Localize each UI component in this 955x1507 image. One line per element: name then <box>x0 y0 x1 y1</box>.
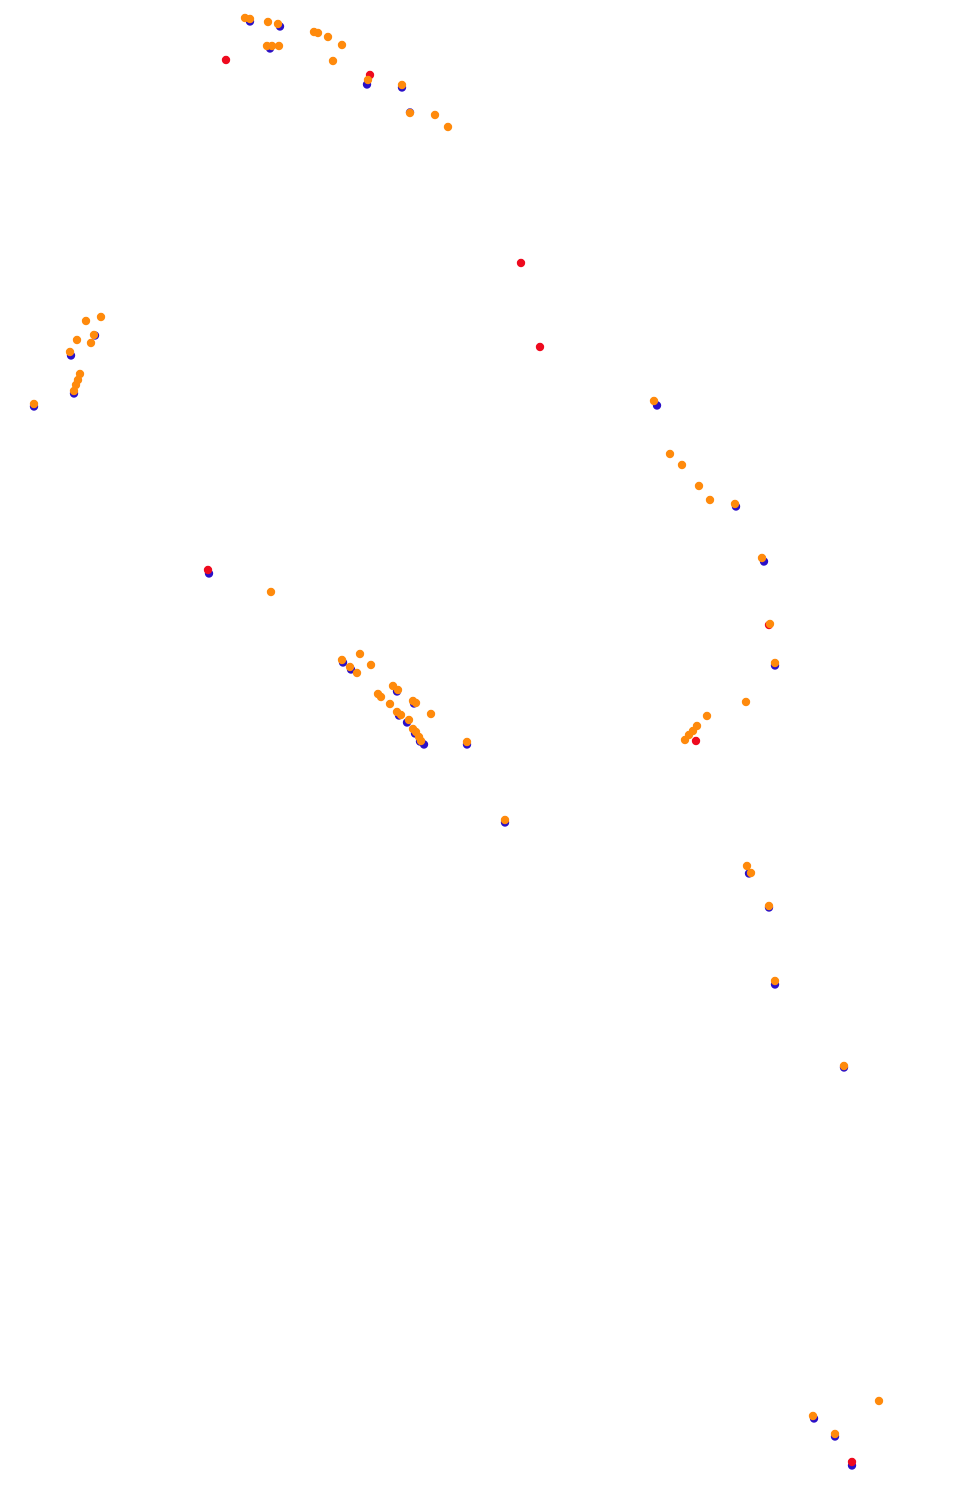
data-point-orange <box>702 711 712 721</box>
data-point-orange <box>677 460 687 470</box>
data-point-orange <box>355 649 365 659</box>
data-point-orange <box>649 396 659 406</box>
data-point-orange <box>839 1061 849 1071</box>
data-point-red <box>516 258 526 268</box>
data-point-orange <box>65 347 75 357</box>
data-point-orange <box>69 386 79 396</box>
data-point-orange <box>411 698 421 708</box>
data-point-orange <box>323 32 333 42</box>
data-point-orange <box>770 976 780 986</box>
data-point-orange <box>396 710 406 720</box>
data-point-orange <box>263 17 273 27</box>
data-point-orange <box>705 495 715 505</box>
data-point-orange <box>405 108 415 118</box>
data-point-orange <box>765 619 775 629</box>
data-point-orange <box>757 553 767 563</box>
data-point-orange <box>363 75 373 85</box>
data-point-red <box>221 55 231 65</box>
data-point-orange <box>81 316 91 326</box>
data-point-orange <box>273 19 283 29</box>
data-point-orange <box>404 715 414 725</box>
data-point-orange <box>72 335 82 345</box>
data-point-orange <box>830 1429 840 1439</box>
data-point-orange <box>764 901 774 911</box>
data-point-orange <box>808 1411 818 1421</box>
data-point-orange <box>741 697 751 707</box>
data-point-orange <box>86 338 96 348</box>
data-point-orange <box>337 40 347 50</box>
data-point-orange <box>366 660 376 670</box>
data-point-orange <box>694 481 704 491</box>
data-point-orange <box>96 312 106 322</box>
data-point-orange <box>345 662 355 672</box>
data-point-orange <box>730 499 740 509</box>
data-point-orange <box>267 41 277 51</box>
data-point-orange <box>245 14 255 24</box>
data-point-orange <box>443 122 453 132</box>
data-point-orange <box>393 685 403 695</box>
data-point-red <box>535 342 545 352</box>
data-point-orange <box>397 80 407 90</box>
data-point-orange <box>274 41 284 51</box>
data-point-orange <box>680 735 690 745</box>
data-point-orange <box>328 56 338 66</box>
data-point-orange <box>416 736 426 746</box>
data-point-orange <box>874 1396 884 1406</box>
data-point-orange <box>426 709 436 719</box>
data-point-orange <box>352 668 362 678</box>
data-point-red <box>691 736 701 746</box>
data-point-red <box>847 1457 857 1467</box>
data-point-orange <box>430 110 440 120</box>
series-orange-layer <box>29 13 884 1439</box>
data-point-orange <box>500 815 510 825</box>
data-point-orange <box>385 699 395 709</box>
data-point-orange <box>742 861 752 871</box>
data-point-orange <box>462 737 472 747</box>
data-point-orange <box>89 330 99 340</box>
data-point-orange <box>29 399 39 409</box>
data-point-orange <box>665 449 675 459</box>
data-point-orange <box>376 692 386 702</box>
data-point-orange <box>770 658 780 668</box>
data-point-orange <box>313 28 323 38</box>
data-point-orange <box>266 587 276 597</box>
data-point-red <box>203 565 213 575</box>
data-point-orange <box>746 868 756 878</box>
data-point-orange <box>337 655 347 665</box>
